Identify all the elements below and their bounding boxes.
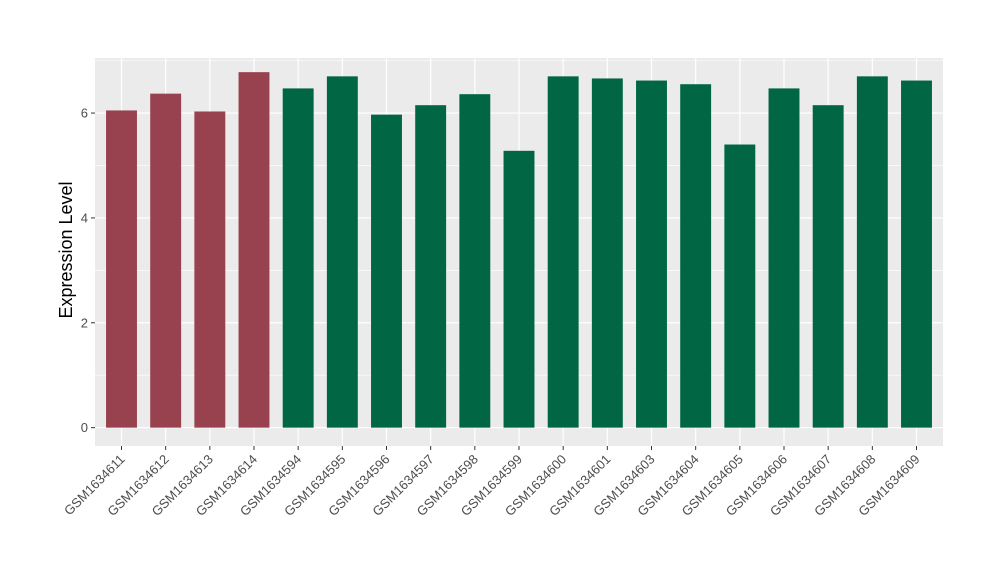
bar-GSM1634596 — [371, 114, 402, 428]
bar-GSM1634604 — [680, 84, 712, 428]
y-tick-label: 2 — [81, 315, 88, 330]
bar-GSM1634614 — [238, 72, 270, 428]
bar-GSM1634594 — [282, 88, 314, 428]
bar-GSM1634603 — [636, 80, 667, 428]
bar-GSM1634601 — [591, 78, 623, 428]
y-tick-label: 6 — [81, 106, 88, 121]
bar-GSM1634599 — [503, 150, 535, 428]
y-axis-title: Expression Level — [56, 181, 76, 318]
bar-GSM1634611 — [106, 110, 137, 428]
bar-GSM1634605 — [724, 144, 756, 428]
bar-GSM1634613 — [194, 111, 226, 428]
y-axis-ticks: 0 2 4 6 — [81, 106, 95, 435]
bar-GSM1634609 — [901, 80, 932, 428]
bar-GSM1634608 — [856, 76, 888, 428]
bar-GSM1634607 — [812, 105, 844, 428]
bar-GSM1634595 — [326, 76, 358, 428]
bar-GSM1634600 — [547, 76, 579, 428]
x-axis-ticks: GSM1634611GSM1634612GSM1634613GSM1634614… — [61, 446, 923, 519]
bar-GSM1634597 — [415, 105, 447, 428]
bar-GSM1634612 — [150, 93, 182, 428]
bar-GSM1634598 — [459, 94, 491, 428]
y-tick-label: 0 — [81, 420, 88, 435]
bar-GSM1634606 — [768, 88, 800, 428]
bars — [106, 72, 932, 428]
y-tick-label: 4 — [81, 210, 88, 225]
